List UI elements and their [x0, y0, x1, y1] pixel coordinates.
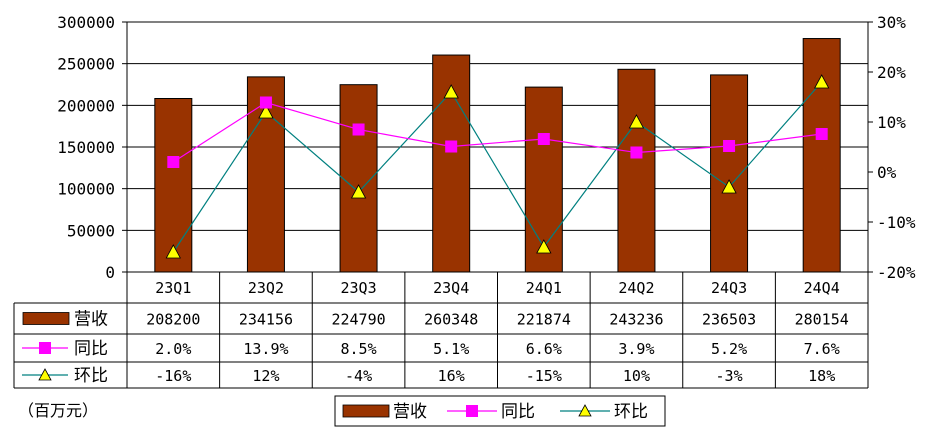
- category-label: 23Q1: [155, 279, 191, 297]
- qoq-point: [628, 114, 645, 129]
- right-tick-label: -10%: [877, 213, 916, 232]
- table-cell-value: 6.6%: [526, 340, 562, 358]
- category-label: 23Q4: [433, 279, 469, 297]
- yoy-row-key-marker: [39, 342, 51, 354]
- table-cell-value: 224790: [331, 311, 385, 329]
- yoy-point: [630, 146, 643, 159]
- table-cell-value: 208200: [146, 311, 200, 329]
- left-tick-label: 150000: [57, 138, 115, 157]
- revenue-bar: [617, 68, 656, 273]
- right-tick-label: 10%: [877, 113, 906, 132]
- yoy-row-label: 同比: [74, 339, 108, 359]
- table-cell-value: 260348: [424, 311, 478, 329]
- legend-yoy-marker: [466, 405, 478, 417]
- table-cell-value: 221874: [517, 311, 571, 329]
- line-series: [165, 74, 830, 259]
- legend-revenue-label: 营收: [393, 402, 427, 422]
- legend-revenue-key: [342, 404, 390, 418]
- qoq-point: [721, 179, 737, 194]
- table-cell-value: 280154: [795, 311, 849, 329]
- yoy-point: [723, 140, 736, 152]
- category-label: 24Q2: [618, 279, 654, 297]
- revenue-bars: [154, 38, 841, 273]
- category-label: 23Q3: [341, 279, 377, 297]
- qoq-point: [814, 74, 830, 89]
- category-label: 24Q1: [526, 279, 562, 297]
- qoq-point: [443, 84, 459, 99]
- qoq-row-key-marker: [38, 368, 52, 381]
- unit-note: （百万元）: [18, 401, 98, 420]
- qoq-line: [172, 81, 823, 253]
- legend-yoy-label: 同比: [501, 402, 535, 422]
- left-tick-label: 100000: [57, 180, 115, 199]
- qoq-point: [536, 239, 552, 254]
- legend-qoq-marker: [578, 404, 592, 417]
- table-cell-value: 12%: [252, 367, 279, 385]
- revenue-row-label: 营收: [74, 310, 108, 330]
- qoq-point: [350, 184, 367, 199]
- right-tick-label: -20%: [877, 263, 916, 282]
- table-cell-value: 18%: [808, 367, 835, 385]
- qoq-row-label: 环比: [74, 366, 108, 386]
- table-cell-value: 7.6%: [804, 340, 840, 358]
- table-cell-value: 5.2%: [711, 340, 747, 358]
- revenue-row-key: [22, 312, 70, 325]
- table-cell-value: 236503: [702, 311, 756, 329]
- revenue-bar: [710, 74, 749, 273]
- left-tick-label: 0: [105, 263, 115, 282]
- yoy-line: [172, 101, 822, 163]
- table-cell-value: -3%: [716, 367, 743, 385]
- table-cell-value: 8.5%: [341, 340, 377, 358]
- table-cell-value: 2.0%: [155, 340, 191, 358]
- left-tick-label: 200000: [57, 96, 115, 115]
- table-cell-value: -16%: [155, 367, 191, 385]
- legend: 营收 同比 环比: [334, 395, 666, 427]
- yoy-point: [815, 128, 828, 140]
- table-cell-value: 13.9%: [243, 340, 288, 358]
- gridlines: [127, 21, 868, 273]
- revenue-bar: [802, 38, 841, 273]
- table-cell-value: 243236: [609, 311, 663, 329]
- table-cell-value: -4%: [345, 367, 372, 385]
- legend-qoq-label: 环比: [614, 402, 648, 422]
- left-tick-label: 50000: [67, 221, 115, 240]
- yoy-point: [259, 96, 272, 109]
- yoy-point: [352, 123, 365, 136]
- table-cell-value: 16%: [438, 367, 465, 385]
- left-tick-label: 300000: [57, 13, 115, 32]
- table-cell-value: 10%: [623, 367, 650, 385]
- left-tick-label: 250000: [57, 55, 115, 74]
- right-tick-label: 30%: [877, 13, 906, 32]
- qoq-point: [165, 244, 181, 259]
- table-cell-value: -15%: [526, 367, 562, 385]
- yoy-point: [537, 133, 550, 145]
- qoq-point: [258, 104, 274, 119]
- table-cell-value: 3.9%: [618, 340, 654, 358]
- yoy-point: [445, 140, 458, 153]
- category-label: 23Q2: [248, 279, 284, 297]
- right-tick-label: 0%: [877, 163, 897, 182]
- table-cell-value: 234156: [239, 311, 293, 329]
- yoy-point: [167, 156, 180, 168]
- right-tick-label: 20%: [877, 63, 906, 82]
- table-cell-value: 5.1%: [433, 340, 469, 358]
- category-label: 24Q3: [711, 279, 747, 297]
- category-label: 24Q4: [804, 279, 840, 297]
